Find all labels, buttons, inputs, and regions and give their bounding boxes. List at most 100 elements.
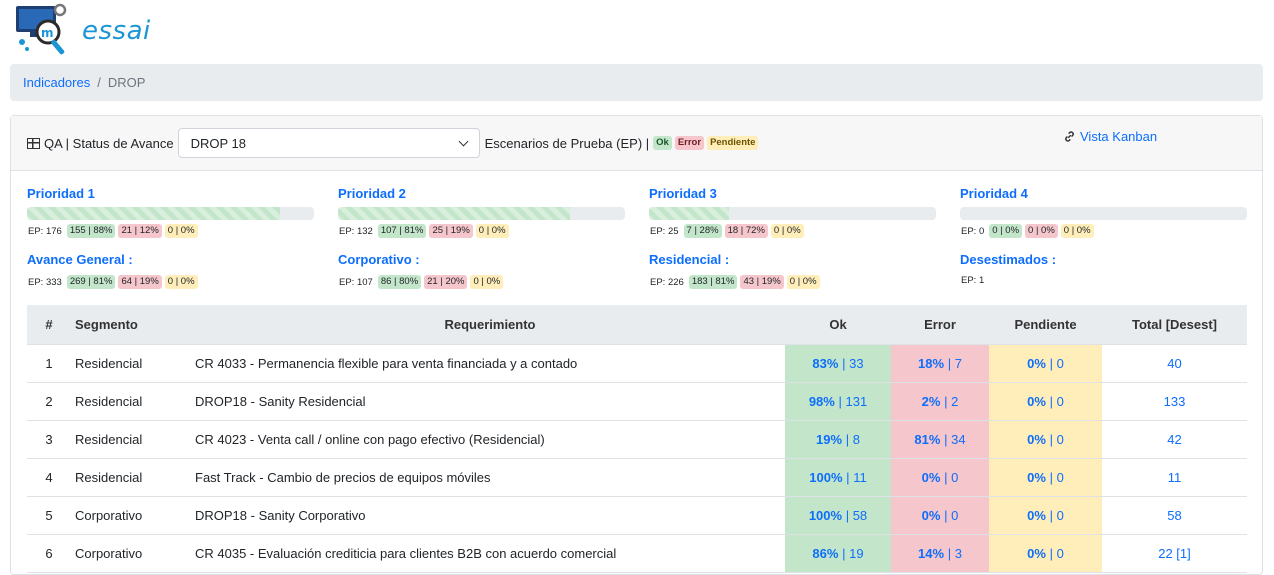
row-pending-cell[interactable]: 0% | 0 [989, 534, 1102, 573]
row-ok-cell[interactable]: 100% | 11 [785, 458, 891, 497]
row-ok-cell[interactable]: 83% | 33 [785, 344, 891, 383]
cell-separator: | [845, 507, 850, 523]
row-pending-cell[interactable]: 0% | 0 [989, 344, 1102, 383]
summary-general-ep: EP: 333 [28, 276, 62, 288]
row-total[interactable]: 11 [1102, 458, 1247, 497]
priority-3-title[interactable]: Prioridad 3 [649, 186, 717, 201]
row-pending-count[interactable]: 0 [1056, 545, 1064, 561]
row-pending-pct[interactable]: 0% [1027, 393, 1046, 409]
app-logo[interactable]: m essai [14, 2, 174, 60]
row-error-cell[interactable]: 18% | 7 [891, 344, 989, 383]
legend-error-badge: Error [674, 136, 705, 150]
row-total[interactable]: 58 [1102, 496, 1247, 535]
priority-1-title[interactable]: Prioridad 1 [27, 186, 95, 201]
row-pending-pct[interactable]: 0% [1027, 431, 1046, 447]
priority-3-ep: EP: 25 [650, 225, 679, 237]
row-pending-pct[interactable]: 0% [1027, 469, 1046, 485]
row-requerimiento: CR 4033 - Permanencia flexible para vent… [193, 344, 785, 383]
row-ok-pct[interactable]: 19% [816, 431, 843, 447]
priority-4-err: 0 | 0% [1025, 224, 1058, 238]
row-total[interactable]: 40 [1102, 344, 1247, 383]
row-error-pct[interactable]: 2% [921, 393, 941, 409]
row-ok-pct[interactable]: 86% [812, 545, 839, 561]
row-ok-count[interactable]: 131 [845, 393, 868, 409]
row-segmento: Residencial [71, 420, 193, 459]
row-error-count[interactable]: 3 [954, 545, 962, 561]
row-error-count[interactable]: 0 [951, 507, 959, 523]
row-error-cell[interactable]: 2% | 2 [891, 382, 989, 421]
row-error-cell[interactable]: 0% | 0 [891, 458, 989, 497]
row-ok-cell[interactable]: 19% | 8 [785, 420, 891, 459]
vista-kanban-link[interactable]: Vista Kanban [1063, 129, 1157, 144]
row-pending-count[interactable]: 0 [1056, 469, 1064, 485]
row-pending-cell[interactable]: 0% | 0 [989, 496, 1102, 535]
cell-separator: | [1049, 355, 1053, 371]
chevron-down-icon [458, 136, 469, 146]
row-pending-pct[interactable]: 0% [1027, 507, 1046, 523]
row-pending-count[interactable]: 0 [1056, 393, 1064, 409]
row-total[interactable]: 42 [1102, 420, 1247, 459]
row-error-cell[interactable]: 81% | 34 [891, 420, 989, 459]
breadcrumb-indicadores-link[interactable]: Indicadores [23, 75, 91, 90]
row-ok-count[interactable]: 58 [852, 507, 868, 523]
row-ok-pct[interactable]: 98% [808, 393, 835, 409]
row-ok-pct[interactable]: 100% [809, 469, 843, 485]
row-ok-count[interactable]: 19 [849, 545, 864, 561]
row-pending-pct[interactable]: 0% [1027, 545, 1046, 561]
breadcrumb: Indicadores / DROP [10, 64, 1263, 101]
row-error-cell[interactable]: 0% | 0 [891, 496, 989, 535]
row-total[interactable]: 22 [1] [1102, 534, 1247, 573]
summary-corporativo-pend: 0 | 0% [470, 275, 504, 289]
row-error-count[interactable]: 7 [954, 355, 962, 371]
col-header-requerimiento: Requerimiento [193, 305, 785, 345]
row-pending-count[interactable]: 0 [1056, 507, 1064, 523]
summary-residencial-title[interactable]: Residencial : [649, 252, 730, 267]
summary-corporativo-title[interactable]: Corporativo : [338, 252, 420, 267]
row-error-pct[interactable]: 81% [914, 431, 941, 447]
row-pending-cell[interactable]: 0% | 0 [989, 420, 1102, 459]
row-error-count[interactable]: 2 [951, 393, 959, 409]
card-header: QA | Status de Avance DROP 18 Escenarios… [11, 116, 1262, 171]
status-card: QA | Status de Avance DROP 18 Escenarios… [10, 115, 1263, 575]
cell-separator: | [1049, 545, 1053, 561]
table-row: 3 Residencial CR 4023 - Venta call / onlin… [27, 420, 1247, 459]
row-error-pct[interactable]: 0% [921, 469, 941, 485]
summary-general-title[interactable]: Avance General : [27, 252, 133, 267]
summary-desestimados-title[interactable]: Desestimados : [960, 252, 1057, 267]
row-ok-cell[interactable]: 86% | 19 [785, 534, 891, 573]
row-ok-cell[interactable]: 98% | 131 [785, 382, 891, 421]
priority-2-pend: 0 | 0% [475, 224, 509, 238]
summary-desestimados-ep: EP: 1 [961, 275, 985, 286]
drop-select[interactable]: DROP 18 [177, 128, 480, 158]
summary-residencial-ep: EP: 226 [650, 276, 684, 288]
row-error-count[interactable]: 0 [951, 469, 959, 485]
row-ok-pct[interactable]: 100% [808, 507, 843, 523]
row-error-pct[interactable]: 14% [918, 545, 945, 561]
row-error-count[interactable]: 34 [951, 431, 966, 447]
row-pending-count[interactable]: 0 [1056, 431, 1064, 447]
svg-text:m: m [41, 26, 54, 40]
row-ok-count[interactable]: 33 [849, 355, 864, 371]
priority-2-title[interactable]: Prioridad 2 [338, 186, 406, 201]
row-pending-cell[interactable]: 0% | 0 [989, 458, 1102, 497]
row-ok-count[interactable]: 11 [853, 469, 867, 485]
row-error-pct[interactable]: 18% [918, 355, 945, 371]
row-ok-pct[interactable]: 83% [812, 355, 839, 371]
row-pending-cell[interactable]: 0% | 0 [989, 382, 1102, 421]
priority-2-err: 25 | 19% [429, 224, 473, 238]
row-pending-count[interactable]: 0 [1056, 355, 1064, 371]
row-error-pct[interactable]: 0% [921, 507, 941, 523]
priority-1-progress-fill [27, 207, 280, 220]
row-number: 3 [27, 420, 71, 459]
row-pending-pct[interactable]: 0% [1027, 355, 1046, 371]
cell-separator: | [947, 545, 952, 561]
priority-1-ok: 155 | 88% [66, 224, 116, 238]
card-title-text: QA | Status de Avance [44, 135, 174, 151]
priority-4-title[interactable]: Prioridad 4 [960, 186, 1028, 201]
row-requerimiento: DROP18 - Sanity Corporativo [193, 496, 785, 535]
row-error-cell[interactable]: 14% | 3 [891, 534, 989, 573]
row-ok-count[interactable]: 8 [852, 431, 860, 447]
cell-separator: | [1049, 393, 1053, 409]
row-ok-cell[interactable]: 100% | 58 [785, 496, 891, 535]
row-total[interactable]: 133 [1102, 382, 1247, 421]
